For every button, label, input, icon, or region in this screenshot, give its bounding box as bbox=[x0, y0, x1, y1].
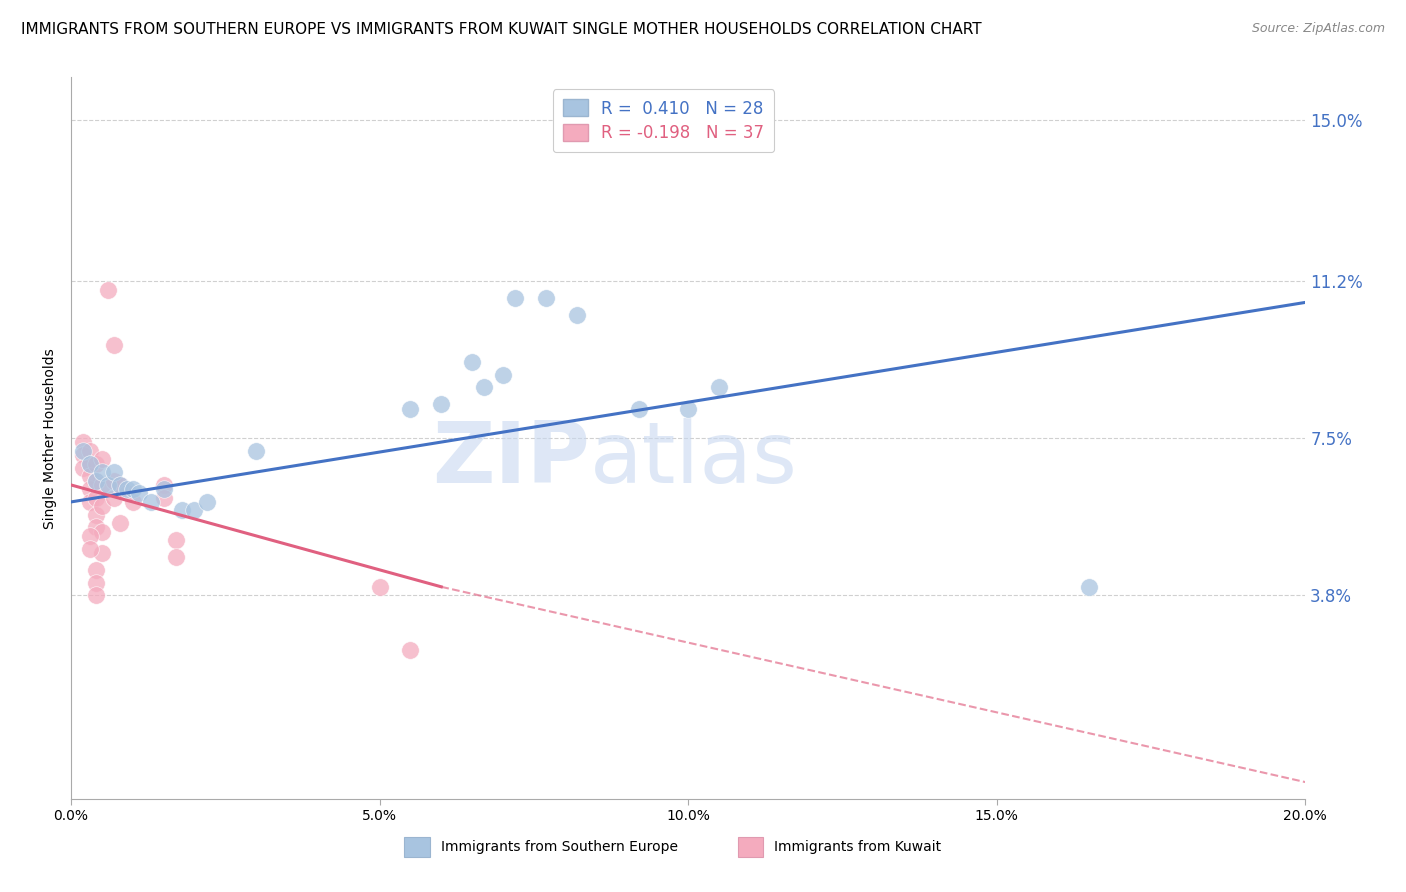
Text: ZIP: ZIP bbox=[432, 418, 589, 501]
Point bbox=[84, 588, 107, 602]
Text: IMMIGRANTS FROM SOUTHERN EUROPE VS IMMIGRANTS FROM KUWAIT SINGLE MOTHER HOUSEHOL: IMMIGRANTS FROM SOUTHERN EUROPE VS IMMIG… bbox=[21, 22, 981, 37]
Point bbox=[115, 482, 138, 496]
Point bbox=[141, 495, 163, 509]
Point bbox=[79, 495, 101, 509]
Text: atlas: atlas bbox=[589, 418, 797, 501]
Point bbox=[84, 508, 107, 522]
Point bbox=[84, 491, 107, 505]
Point bbox=[79, 457, 101, 471]
Text: Source: ZipAtlas.com: Source: ZipAtlas.com bbox=[1251, 22, 1385, 36]
Y-axis label: Single Mother Households: Single Mother Households bbox=[44, 348, 58, 529]
Point bbox=[84, 457, 107, 471]
Point bbox=[84, 474, 107, 488]
Point bbox=[72, 461, 94, 475]
Point bbox=[90, 546, 112, 560]
Point bbox=[399, 401, 422, 416]
Point bbox=[627, 401, 650, 416]
Point bbox=[152, 478, 174, 492]
Point bbox=[103, 491, 125, 505]
Point bbox=[128, 486, 150, 500]
Point bbox=[492, 368, 515, 382]
Point bbox=[1078, 580, 1101, 594]
Point bbox=[110, 516, 132, 530]
Point bbox=[195, 495, 218, 509]
Point bbox=[79, 541, 101, 556]
Point bbox=[90, 478, 112, 492]
Point bbox=[79, 482, 101, 496]
Point bbox=[79, 444, 101, 458]
Point bbox=[121, 482, 143, 496]
Point bbox=[399, 643, 422, 657]
Point bbox=[79, 529, 101, 543]
Point bbox=[152, 482, 174, 496]
Point bbox=[79, 469, 101, 483]
Point bbox=[72, 444, 94, 458]
Point bbox=[84, 575, 107, 590]
Point bbox=[565, 308, 588, 322]
Point bbox=[84, 474, 107, 488]
Point bbox=[103, 474, 125, 488]
Point bbox=[103, 465, 125, 479]
Point bbox=[84, 520, 107, 534]
Point bbox=[172, 503, 194, 517]
Point bbox=[79, 457, 101, 471]
Point bbox=[103, 338, 125, 352]
Point bbox=[430, 397, 453, 411]
Point bbox=[676, 401, 699, 416]
Point bbox=[121, 495, 143, 509]
Point bbox=[534, 291, 557, 305]
Point bbox=[115, 486, 138, 500]
Point bbox=[152, 491, 174, 505]
Point bbox=[72, 435, 94, 450]
Point bbox=[165, 533, 187, 548]
Point bbox=[110, 478, 132, 492]
Point bbox=[90, 465, 112, 479]
Point bbox=[90, 499, 112, 513]
Point bbox=[165, 550, 187, 565]
Text: Immigrants from Kuwait: Immigrants from Kuwait bbox=[775, 840, 941, 854]
Point bbox=[97, 283, 120, 297]
Point bbox=[474, 380, 496, 394]
Legend: R =  0.410   N = 28, R = -0.198   N = 37: R = 0.410 N = 28, R = -0.198 N = 37 bbox=[553, 89, 775, 153]
Point bbox=[245, 444, 267, 458]
Point bbox=[183, 503, 205, 517]
Point bbox=[461, 355, 484, 369]
Point bbox=[368, 580, 391, 594]
Point bbox=[505, 291, 527, 305]
Point bbox=[90, 452, 112, 467]
Text: Immigrants from Southern Europe: Immigrants from Southern Europe bbox=[441, 840, 678, 854]
Point bbox=[84, 563, 107, 577]
Point bbox=[707, 380, 730, 394]
Point bbox=[90, 524, 112, 539]
Point bbox=[97, 478, 120, 492]
Point bbox=[110, 478, 132, 492]
Point bbox=[72, 448, 94, 462]
